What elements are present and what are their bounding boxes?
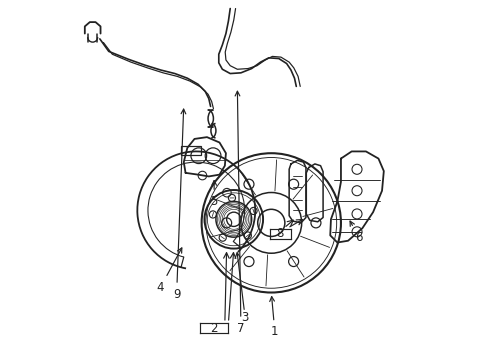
Text: 2: 2 <box>210 322 218 335</box>
Text: 9: 9 <box>173 109 185 301</box>
Text: 7: 7 <box>235 91 244 335</box>
Text: 6: 6 <box>349 221 362 244</box>
Text: 3: 3 <box>240 311 248 324</box>
Text: 1: 1 <box>269 297 278 338</box>
Text: 8: 8 <box>276 227 284 240</box>
Text: 5: 5 <box>210 180 217 208</box>
Text: 4: 4 <box>157 248 182 294</box>
